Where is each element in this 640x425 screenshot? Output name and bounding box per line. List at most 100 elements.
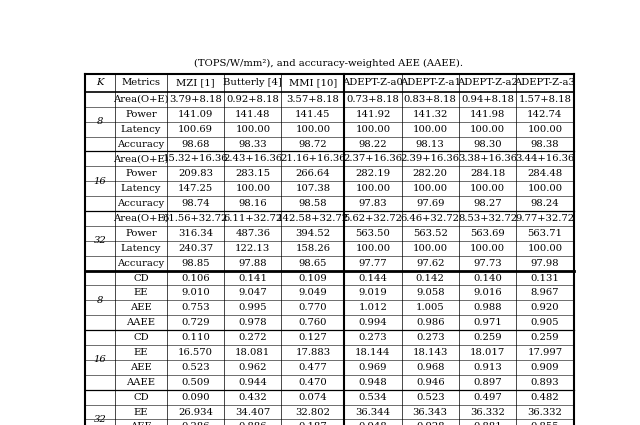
Text: ADEPT-Z-a3: ADEPT-Z-a3: [515, 78, 575, 88]
Text: 36.332: 36.332: [527, 408, 563, 416]
Text: 0.477: 0.477: [298, 363, 327, 372]
Text: MMI [10]: MMI [10]: [289, 78, 337, 88]
Text: 240.37: 240.37: [178, 244, 213, 253]
Text: 98.38: 98.38: [531, 139, 559, 148]
Text: 17.997: 17.997: [527, 348, 563, 357]
Text: Latency: Latency: [121, 184, 161, 193]
Text: 0.259: 0.259: [531, 333, 559, 342]
Text: 17.883: 17.883: [295, 348, 330, 357]
Text: 0.140: 0.140: [473, 274, 502, 283]
Text: 0.971: 0.971: [473, 318, 502, 327]
Text: 98.13: 98.13: [416, 139, 445, 148]
Text: 98.85: 98.85: [181, 259, 210, 268]
Text: 0.144: 0.144: [358, 274, 387, 283]
Text: 0.995: 0.995: [239, 303, 267, 312]
Text: 100.00: 100.00: [355, 244, 390, 253]
Text: 0.432: 0.432: [239, 393, 267, 402]
Text: 0.988: 0.988: [473, 303, 502, 312]
Text: 141.98: 141.98: [470, 110, 505, 119]
Text: 0.886: 0.886: [239, 422, 267, 425]
Text: 2.43+16.36: 2.43+16.36: [223, 154, 282, 163]
Text: 98.33: 98.33: [239, 139, 267, 148]
Text: 0.920: 0.920: [531, 303, 559, 312]
Text: 563.69: 563.69: [470, 229, 505, 238]
Text: AAEE: AAEE: [127, 378, 156, 387]
Text: 9.049: 9.049: [298, 289, 327, 298]
Text: 9.047: 9.047: [239, 289, 267, 298]
Text: Accuracy: Accuracy: [117, 199, 164, 208]
Text: 0.968: 0.968: [416, 363, 444, 372]
Text: 100.00: 100.00: [470, 184, 505, 193]
Text: 100.00: 100.00: [355, 184, 390, 193]
Text: Metrics: Metrics: [122, 78, 161, 88]
Text: 100.00: 100.00: [236, 184, 270, 193]
Text: 8.967: 8.967: [531, 289, 559, 298]
Text: 0.946: 0.946: [416, 378, 445, 387]
Text: 0.090: 0.090: [181, 393, 210, 402]
Text: Latency: Latency: [121, 244, 161, 253]
Text: 0.73+8.18: 0.73+8.18: [346, 95, 399, 104]
Text: 98.72: 98.72: [298, 139, 327, 148]
Text: 18.017: 18.017: [470, 348, 505, 357]
Text: ADEPT-Z-a0: ADEPT-Z-a0: [342, 78, 403, 88]
Text: CD: CD: [133, 333, 148, 342]
Text: 141.92: 141.92: [355, 110, 390, 119]
Text: 0.509: 0.509: [181, 378, 210, 387]
Text: 8.53+32.72: 8.53+32.72: [458, 214, 517, 223]
Text: 100.00: 100.00: [413, 244, 448, 253]
Text: 142.58+32.72: 142.58+32.72: [277, 214, 349, 223]
Text: 0.272: 0.272: [239, 333, 267, 342]
Text: 21.16+16.36: 21.16+16.36: [280, 154, 346, 163]
Text: 282.20: 282.20: [413, 169, 448, 178]
Text: 0.893: 0.893: [531, 378, 559, 387]
Text: 142.74: 142.74: [527, 110, 563, 119]
Text: 100.00: 100.00: [295, 125, 330, 133]
Text: EE: EE: [134, 289, 148, 298]
Text: 3.38+16.36: 3.38+16.36: [458, 154, 517, 163]
Text: 282.19: 282.19: [355, 169, 390, 178]
Text: EE: EE: [134, 408, 148, 416]
Text: 0.753: 0.753: [181, 303, 210, 312]
Text: 15.32+16.36: 15.32+16.36: [163, 154, 228, 163]
Text: 9.010: 9.010: [181, 289, 210, 298]
Text: 1.57+8.18: 1.57+8.18: [518, 95, 572, 104]
Text: 141.09: 141.09: [178, 110, 213, 119]
Text: 16.570: 16.570: [178, 348, 213, 357]
Text: 100.00: 100.00: [527, 184, 563, 193]
Text: 209.83: 209.83: [178, 169, 213, 178]
Text: CD: CD: [133, 393, 148, 402]
Text: K: K: [96, 78, 104, 88]
Text: 0.534: 0.534: [358, 393, 387, 402]
Text: 8: 8: [97, 296, 103, 305]
Text: 0.106: 0.106: [181, 274, 210, 283]
Text: 0.855: 0.855: [531, 422, 559, 425]
Text: 36.332: 36.332: [470, 408, 505, 416]
Text: 0.760: 0.760: [299, 318, 327, 327]
Text: 0.909: 0.909: [531, 363, 559, 372]
Text: 487.36: 487.36: [236, 229, 270, 238]
Text: 16: 16: [93, 177, 106, 186]
Text: 9.016: 9.016: [473, 289, 502, 298]
Text: 3.57+8.18: 3.57+8.18: [287, 95, 339, 104]
Text: 0.141: 0.141: [238, 274, 268, 283]
Text: Area(O+E): Area(O+E): [113, 214, 169, 223]
Text: 98.74: 98.74: [181, 199, 210, 208]
Text: 97.77: 97.77: [358, 259, 387, 268]
Text: 36.343: 36.343: [413, 408, 448, 416]
Text: EE: EE: [134, 348, 148, 357]
Text: 0.944: 0.944: [238, 378, 268, 387]
Text: 563.52: 563.52: [413, 229, 447, 238]
Text: 97.88: 97.88: [239, 259, 267, 268]
Text: 284.18: 284.18: [470, 169, 505, 178]
Text: 0.142: 0.142: [416, 274, 445, 283]
Text: 18.143: 18.143: [413, 348, 448, 357]
Text: 36.344: 36.344: [355, 408, 390, 416]
Text: Latency: Latency: [121, 125, 161, 133]
Text: 0.978: 0.978: [239, 318, 267, 327]
Text: 0.948: 0.948: [358, 422, 387, 425]
Text: 563.71: 563.71: [527, 229, 563, 238]
Text: Power: Power: [125, 110, 157, 119]
Text: 0.497: 0.497: [473, 393, 502, 402]
Text: 0.92+8.18: 0.92+8.18: [227, 95, 279, 104]
Text: 18.081: 18.081: [235, 348, 271, 357]
